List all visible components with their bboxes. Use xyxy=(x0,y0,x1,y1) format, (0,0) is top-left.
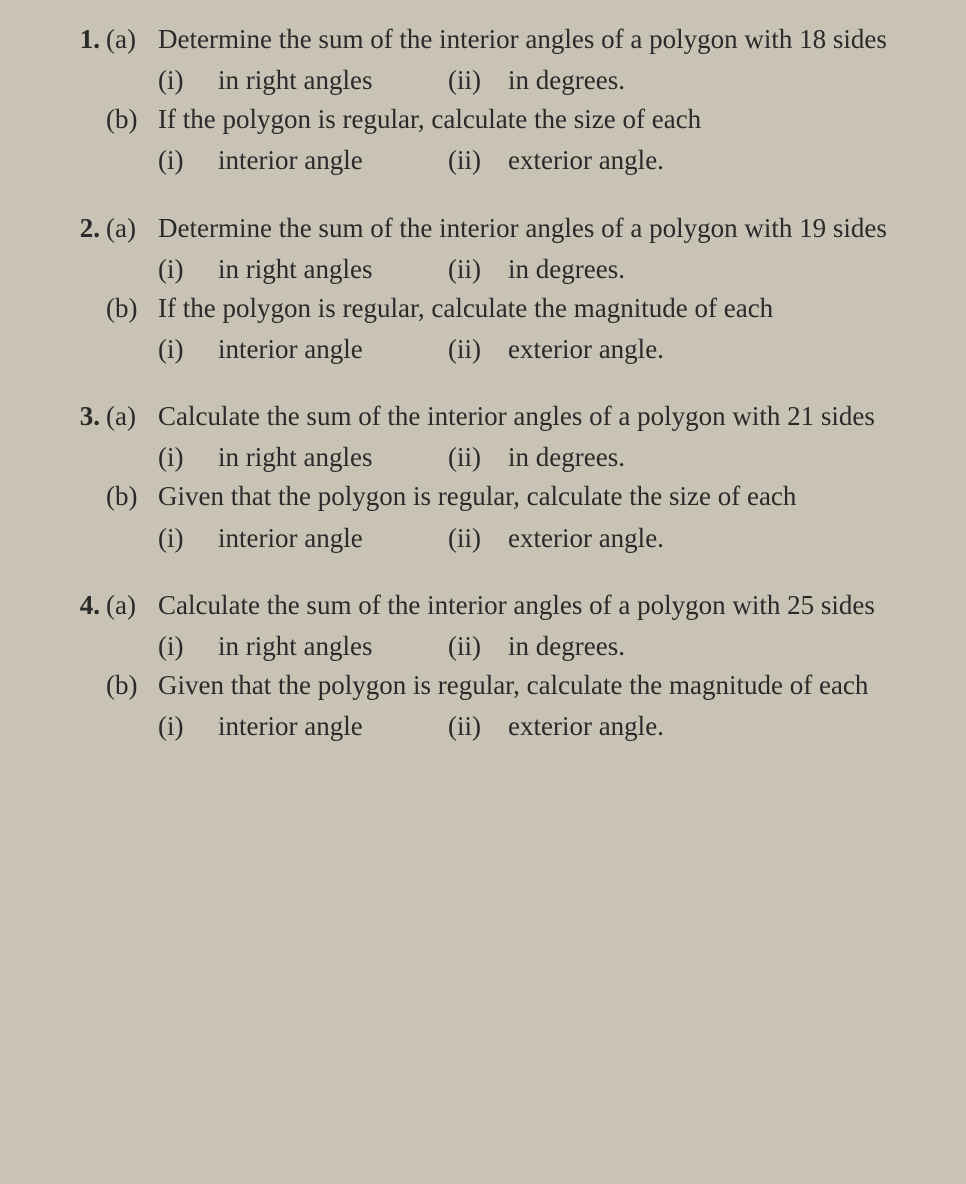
part-prompt: Determine the sum of the interior angles… xyxy=(158,209,926,248)
question-number: 4. xyxy=(60,586,106,625)
part-prompt: Calculate the sum of the interior angles… xyxy=(158,397,926,436)
sub-label-ii: (ii) xyxy=(448,627,508,666)
sub-text-ii: exterior angle. xyxy=(508,141,926,180)
sub-text-i: interior angle xyxy=(218,141,448,180)
sub-label-i: (i) xyxy=(158,438,218,477)
exercise-page: 1. (a) Determine the sum of the interior… xyxy=(0,0,966,794)
sub-text-i: in right angles xyxy=(218,61,448,100)
question-number: 3. xyxy=(60,397,106,436)
sub-text-i: interior angle xyxy=(218,519,448,558)
sub-text-ii: in degrees. xyxy=(508,61,926,100)
sub-text-ii: exterior angle. xyxy=(508,519,926,558)
part-prompt: Calculate the sum of the interior angles… xyxy=(158,586,926,625)
part-prompt: Determine the sum of the interior angles… xyxy=(158,20,926,59)
part-label: (b) xyxy=(106,100,158,139)
part-label: (a) xyxy=(106,209,158,248)
part-prompt: If the polygon is regular, calculate the… xyxy=(158,289,926,328)
sub-label-i: (i) xyxy=(158,707,218,746)
part-label: (a) xyxy=(106,397,158,436)
sub-label-i: (i) xyxy=(158,141,218,180)
question-1: 1. (a) Determine the sum of the interior… xyxy=(60,20,926,181)
sub-label-i: (i) xyxy=(158,627,218,666)
sub-text-ii: exterior angle. xyxy=(508,330,926,369)
part-label: (b) xyxy=(106,289,158,328)
sub-label-i: (i) xyxy=(158,330,218,369)
part-prompt: Given that the polygon is regular, calcu… xyxy=(158,477,926,516)
question-number: 1. xyxy=(60,20,106,59)
sub-label-ii: (ii) xyxy=(448,61,508,100)
sub-text-ii: exterior angle. xyxy=(508,707,926,746)
part-prompt: If the polygon is regular, calculate the… xyxy=(158,100,926,139)
sub-label-ii: (ii) xyxy=(448,519,508,558)
sub-text-i: interior angle xyxy=(218,707,448,746)
sub-label-ii: (ii) xyxy=(448,330,508,369)
question-4: 4. (a) Calculate the sum of the interior… xyxy=(60,586,926,747)
sub-label-ii: (ii) xyxy=(448,250,508,289)
sub-label-i: (i) xyxy=(158,519,218,558)
sub-label-ii: (ii) xyxy=(448,707,508,746)
question-number: 2. xyxy=(60,209,106,248)
sub-text-i: in right angles xyxy=(218,250,448,289)
sub-text-i: interior angle xyxy=(218,330,448,369)
sub-label-i: (i) xyxy=(158,250,218,289)
sub-text-i: in right angles xyxy=(218,438,448,477)
question-2: 2. (a) Determine the sum of the interior… xyxy=(60,209,926,370)
sub-label-i: (i) xyxy=(158,61,218,100)
sub-text-i: in right angles xyxy=(218,627,448,666)
part-label: (a) xyxy=(106,20,158,59)
sub-label-ii: (ii) xyxy=(448,141,508,180)
question-3: 3. (a) Calculate the sum of the interior… xyxy=(60,397,926,558)
part-label: (b) xyxy=(106,477,158,516)
part-prompt: Given that the polygon is regular, calcu… xyxy=(158,666,926,705)
sub-text-ii: in degrees. xyxy=(508,250,926,289)
part-label: (b) xyxy=(106,666,158,705)
sub-text-ii: in degrees. xyxy=(508,438,926,477)
sub-text-ii: in degrees. xyxy=(508,627,926,666)
sub-label-ii: (ii) xyxy=(448,438,508,477)
part-label: (a) xyxy=(106,586,158,625)
